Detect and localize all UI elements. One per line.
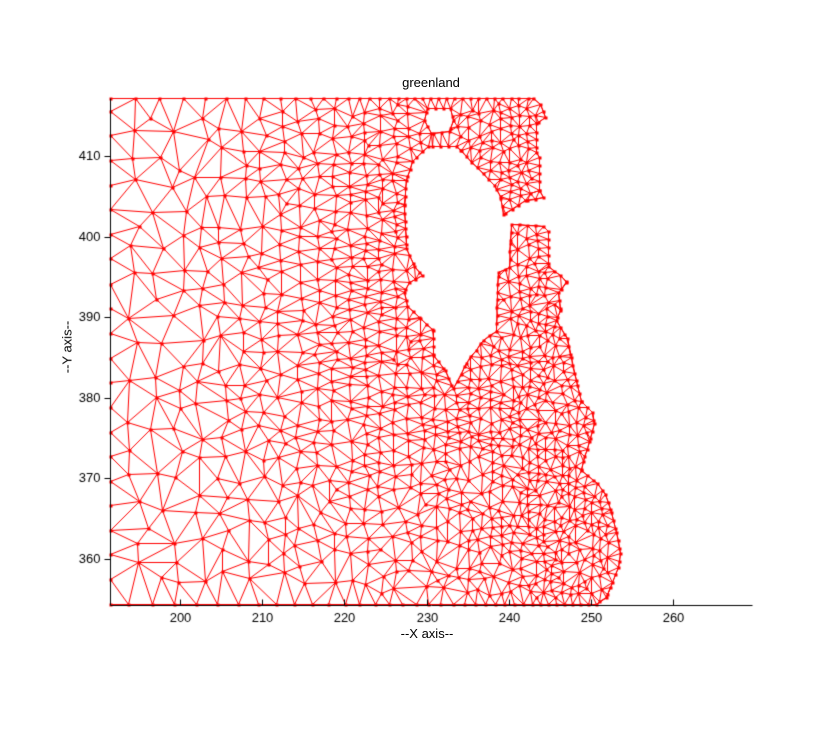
x-axis-label: --X axis-- (400, 626, 454, 641)
y-axis-label: --Y axis-- (59, 320, 75, 374)
plot-title: greenland (402, 75, 460, 90)
